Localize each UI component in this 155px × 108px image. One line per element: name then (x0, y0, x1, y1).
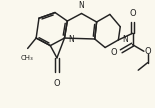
Text: O: O (111, 48, 117, 57)
Text: O: O (129, 9, 136, 18)
Text: CH₃: CH₃ (20, 55, 33, 61)
Text: N: N (68, 34, 74, 44)
Text: N: N (122, 35, 128, 44)
Text: O: O (145, 47, 151, 56)
Text: O: O (54, 79, 60, 88)
Text: N: N (79, 1, 84, 10)
